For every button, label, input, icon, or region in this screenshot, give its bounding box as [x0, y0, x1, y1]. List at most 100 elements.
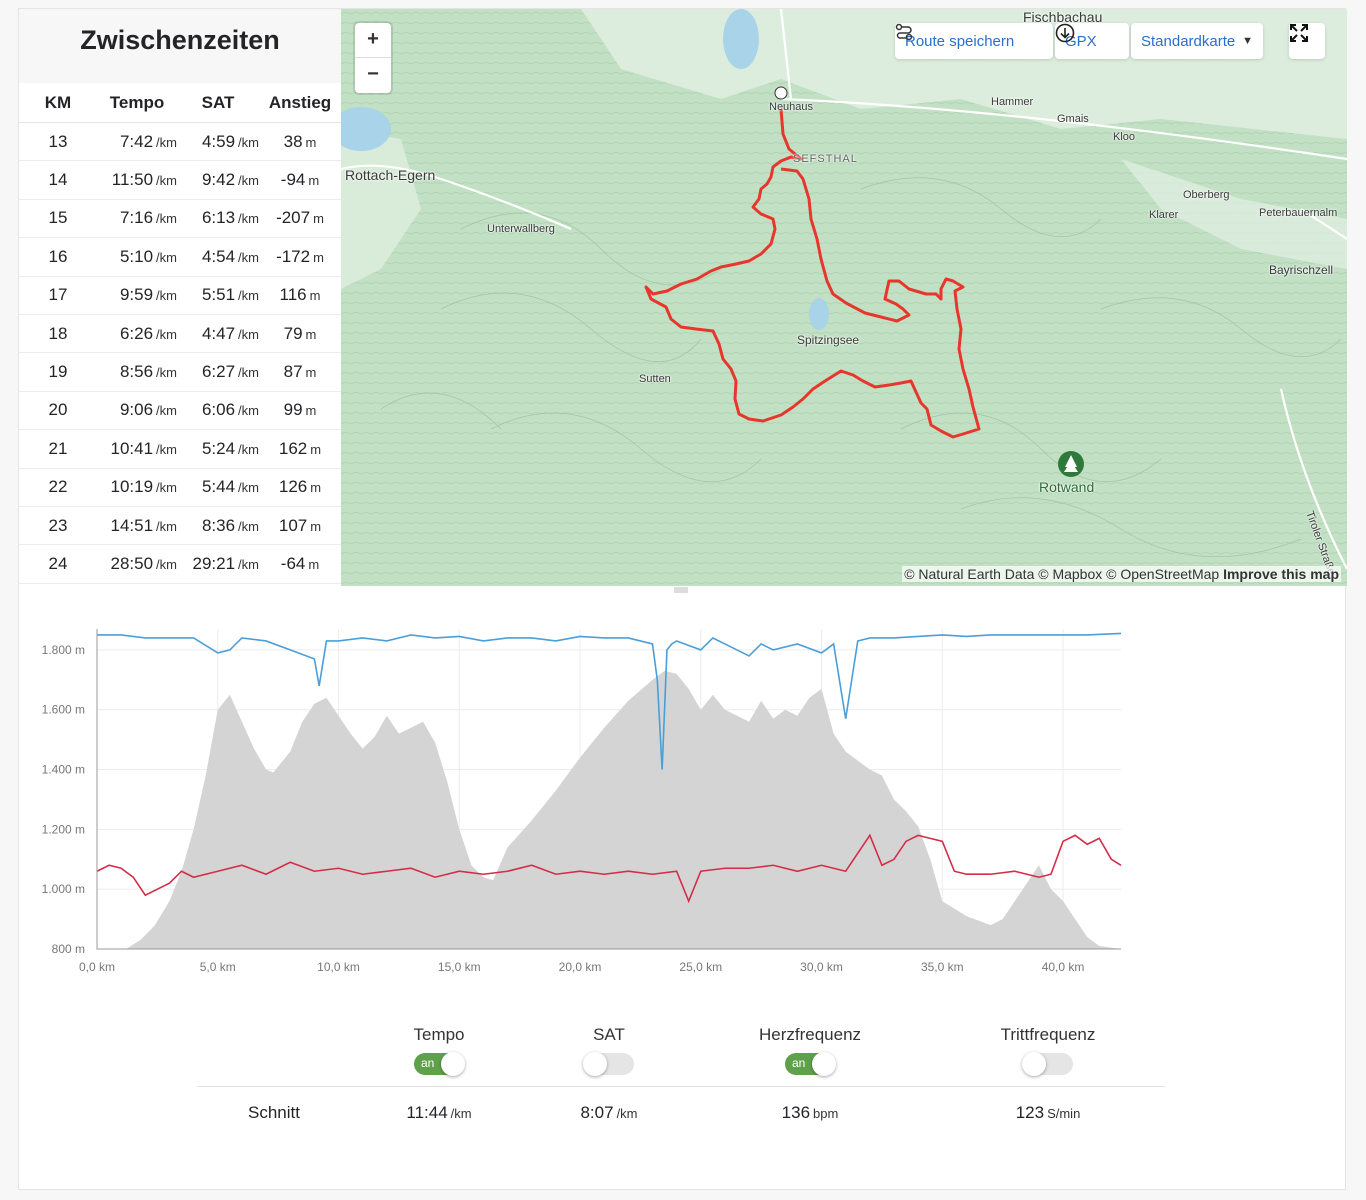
split-elevation: 87 m [259, 362, 341, 382]
split-gap-unit: /km [238, 365, 259, 381]
split-gap-unit: /km [238, 134, 259, 150]
split-row[interactable]: 13 7:42/km 4:59/km 38 m [19, 123, 341, 162]
split-pace-unit: /km [156, 480, 177, 496]
avg-cadence-value: 123 [1015, 1103, 1045, 1122]
peak-label: Rotwand [1039, 479, 1095, 495]
x-tick-label: 15,0 km [438, 960, 481, 974]
toggle-label: Tempo [413, 1025, 465, 1044]
save-route-button[interactable]: Route speichern [895, 23, 1053, 59]
activity-analysis-panel: Zwischenzeiten KM Tempo SAT Anstieg 13 7:… [18, 8, 1347, 1190]
route-map[interactable]: Fischbachau Neuhaus Hammer Gmais Kloo Ro… [341, 9, 1347, 586]
split-km-value: 15 [48, 208, 68, 228]
split-row[interactable]: 24 28:50/km 29:21/km -64 m [19, 545, 341, 584]
split-gap-value: 5:44 [201, 477, 236, 497]
place-label: Sutten [639, 373, 671, 385]
split-gap-unit: /km [238, 288, 259, 304]
split-gap-unit: /km [238, 249, 259, 265]
split-pace-unit: /km [156, 249, 177, 265]
toggle-switch[interactable] [583, 1052, 634, 1076]
split-row[interactable]: 18 6:26/km 4:47/km 79 m [19, 315, 341, 354]
split-elevation-unit: m [313, 249, 324, 265]
avg-pace-value: 11:44 [406, 1103, 448, 1122]
split-elevation: -94 m [259, 170, 341, 190]
toggle-state-text: an [421, 1056, 435, 1070]
heart-rate-series-line [96, 833, 1122, 904]
place-label: Klarer [1149, 209, 1179, 221]
split-gap-value: 5:51 [201, 285, 236, 305]
split-pace: 14:51/km [97, 516, 178, 536]
place-label: Peterbauernalm [1259, 207, 1338, 219]
map-style-dropdown[interactable]: Standardkarte ▼ [1131, 23, 1263, 59]
toggle-switch[interactable] [1022, 1052, 1073, 1076]
split-elevation-unit: m [305, 365, 317, 381]
split-km-value: 17 [48, 285, 68, 305]
resize-handle-icon[interactable] [674, 587, 688, 593]
zoom-out-button[interactable]: − [367, 63, 379, 85]
split-pace-unit: /km [156, 173, 177, 189]
split-elevation-unit: m [309, 288, 321, 304]
split-gap-unit: /km [238, 480, 259, 496]
split-gap-unit: /km [238, 403, 259, 419]
split-row[interactable]: 16 5:10/km 4:54/km -172 m [19, 238, 341, 277]
avg-heart-rate: 136 bpm [740, 1103, 880, 1123]
split-pace-value: 10:41 [110, 438, 154, 458]
x-tick-label: 30,0 km [800, 960, 843, 974]
x-tick-label: 40,0 km [1042, 960, 1085, 974]
split-elevation: 116 m [259, 285, 341, 305]
improve-map-link[interactable]: Improve this map [1223, 566, 1339, 582]
split-row[interactable]: 22 10:19/km 5:44/km 126 m [19, 469, 341, 507]
split-gap: 8:36/km [177, 516, 259, 536]
x-tick-label: 25,0 km [679, 960, 722, 974]
splits-header-row: KM Tempo SAT Anstieg [19, 83, 341, 123]
split-row[interactable]: 15 7:16/km 6:13/km -207 m [19, 200, 341, 239]
split-row[interactable]: 14 11:50/km 9:42/km -94 m [19, 161, 341, 200]
split-row[interactable]: 20 9:06/km 6:06/km 99 m [19, 392, 341, 431]
split-row[interactable]: 23 14:51/km 8:36/km 107 m [19, 507, 341, 546]
split-elevation-unit: m [308, 173, 320, 189]
toggle-switch[interactable]: an [785, 1052, 836, 1076]
split-row[interactable]: 17 9:59/km 5:51/km 116 m [19, 277, 341, 315]
split-pace: 8:56/km [97, 362, 177, 382]
toggle-switch[interactable]: an [414, 1052, 465, 1076]
split-elevation-value: 87 [283, 362, 303, 382]
split-km: 17 [19, 285, 97, 305]
avg-gap-value: 8:07 [580, 1103, 614, 1122]
zoom-in-button[interactable]: + [355, 23, 391, 58]
split-gap: 6:06/km [177, 400, 259, 420]
download-icon [1055, 23, 1075, 43]
split-km-value: 20 [48, 400, 68, 420]
split-gap: 6:13/km [177, 208, 259, 228]
split-gap: 29:21/km [177, 554, 260, 574]
split-pace-value: 9:06 [119, 400, 154, 420]
split-pace: 9:59/km [97, 285, 177, 305]
elevation-chart[interactable]: 0,0 km 5,0 km 10,0 km 15,0 km 20,0 km 25,0 km… [19, 609, 1139, 989]
gpx-download-button[interactable]: GPX [1055, 23, 1129, 59]
fullscreen-icon [1290, 24, 1308, 42]
split-km: 16 [19, 247, 97, 267]
split-elevation-value: 116 [279, 285, 307, 305]
split-pace-unit: /km [156, 518, 177, 534]
split-gap-value: 6:13 [201, 208, 236, 228]
split-gap-unit: /km [238, 518, 259, 534]
split-elevation-value: -64 [280, 553, 306, 573]
x-tick-label: 20,0 km [559, 960, 602, 974]
splits-panel: Zwischenzeiten KM Tempo SAT Anstieg 13 7:… [19, 9, 341, 586]
split-km: 15 [19, 208, 97, 228]
split-elevation-value: 79 [283, 323, 303, 343]
split-km-value: 21 [48, 438, 68, 458]
split-gap-unit: /km [238, 173, 259, 189]
split-elevation: 107 m [259, 516, 341, 536]
split-row[interactable]: 21 10:41/km 5:24/km 162 m [19, 430, 341, 469]
fullscreen-button[interactable] [1289, 23, 1325, 59]
avg-cadence-unit: S/min [1047, 1106, 1081, 1121]
split-gap: 4:59/km [177, 132, 259, 152]
y-tick-label: 1.200 m [42, 822, 85, 836]
toggle-knob [441, 1052, 465, 1076]
split-km-value: 22 [48, 477, 68, 497]
avg-hr-value: 136 [781, 1103, 811, 1122]
split-row[interactable]: 19 8:56/km 6:27/km 87 m [19, 353, 341, 392]
x-tick-label: 0,0 km [79, 960, 115, 974]
split-pace-unit: /km [156, 211, 177, 227]
toggle-knob [583, 1052, 607, 1076]
split-pace-value: 7:16 [119, 208, 154, 228]
